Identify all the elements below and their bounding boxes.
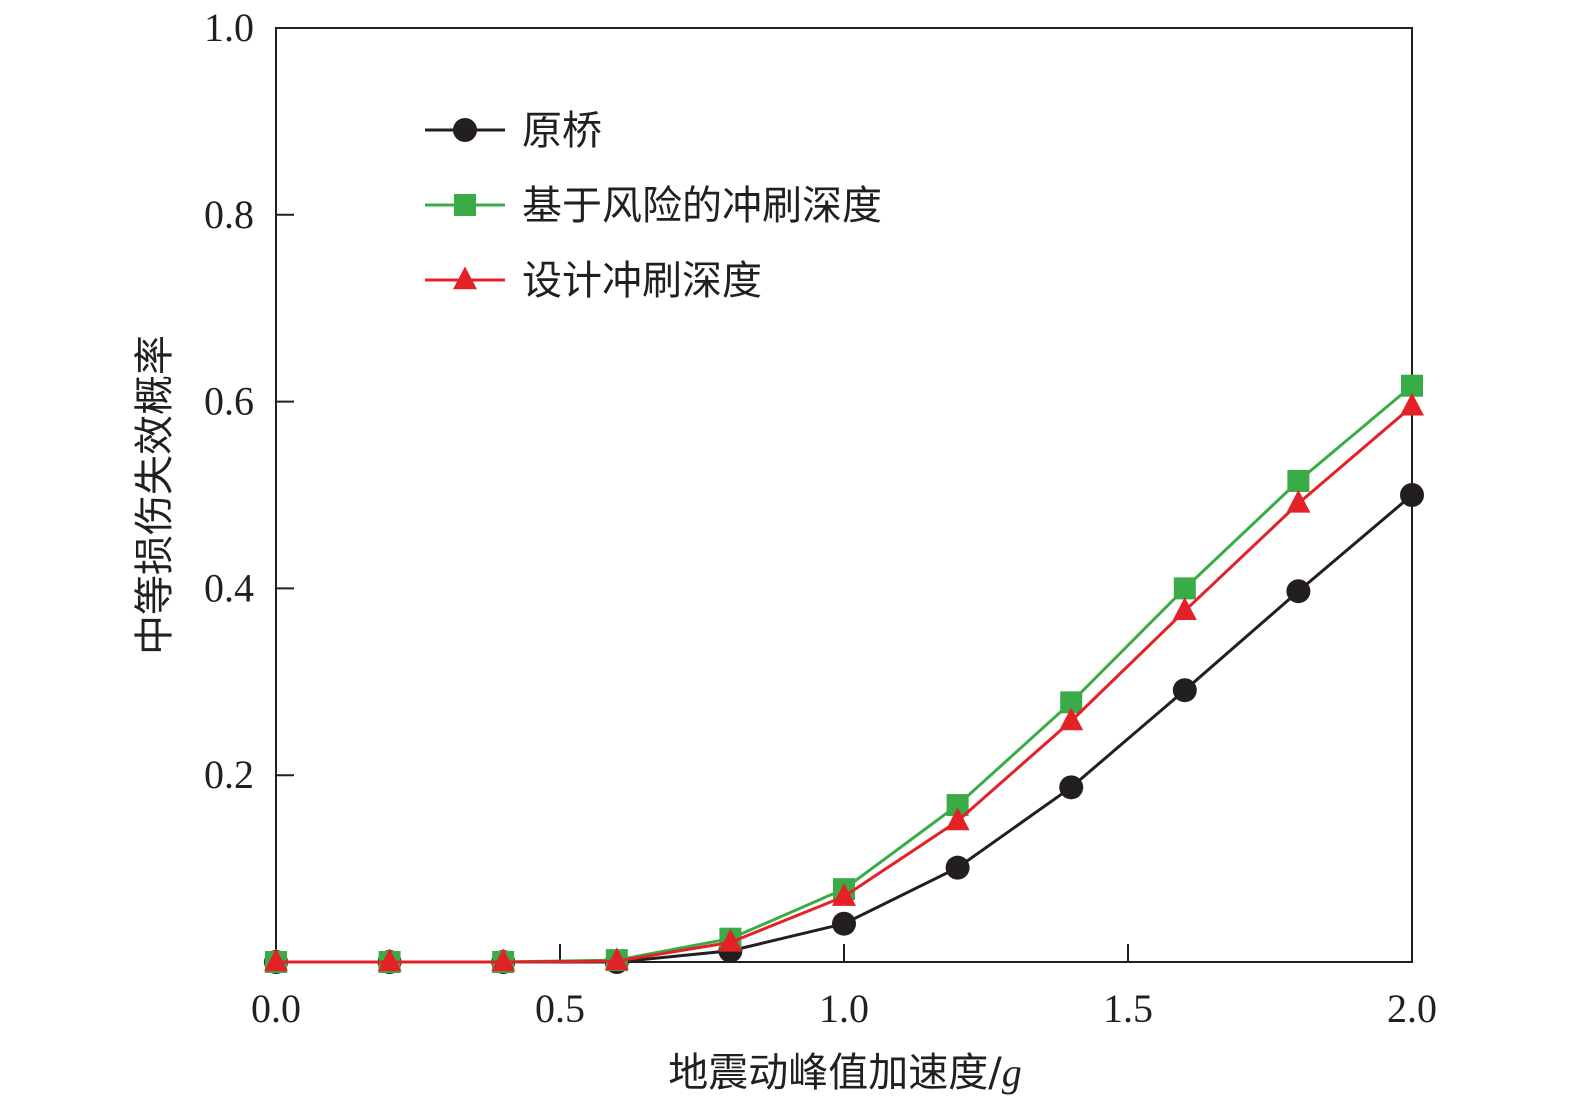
y-tick-label: 0.6: [204, 379, 254, 424]
data-point: [718, 928, 743, 952]
data-point: [1401, 374, 1423, 397]
data-point: [1059, 775, 1084, 800]
legend-item: 原桥: [425, 108, 602, 154]
data-point: [945, 807, 970, 831]
y-tick-label: 0.4: [204, 565, 254, 610]
data-point: [1173, 577, 1196, 600]
data-point: [1400, 392, 1424, 416]
data-point: [1400, 483, 1424, 507]
x-tick-label: 1.0: [819, 986, 869, 1031]
data-point: [1287, 469, 1310, 492]
y-tick-label: 0.2: [204, 752, 254, 797]
data-point: [946, 794, 969, 817]
legend-label: 基于风险的冲刷深度: [522, 183, 882, 229]
x-tick-label: 0.0: [251, 986, 301, 1031]
legend-marker: [453, 118, 477, 142]
data-point: [1172, 597, 1197, 621]
legend-label: 设计冲刷深度: [522, 258, 762, 304]
series-layer: [264, 374, 1424, 974]
plot-area: [275, 27, 1413, 963]
y-axis-title: 中等损伤失效概率: [132, 335, 178, 655]
data-point: [1286, 579, 1311, 604]
data-point: [832, 911, 856, 936]
x-tick-label: 1.5: [1103, 986, 1153, 1031]
data-point: [1060, 691, 1083, 714]
data-point: [264, 948, 288, 972]
data-point: [832, 882, 856, 906]
data-point: [491, 948, 516, 972]
tick-labels: 0.0 0.5 1.0 1.5 2.0 0.2 0.4 0.6 0.8 1.0: [204, 5, 1437, 1031]
data-point: [377, 948, 402, 972]
legend-item: 基于风险的冲刷深度: [425, 183, 882, 229]
series-3: [264, 392, 1424, 972]
data-point: [604, 947, 629, 971]
data-point: [1059, 707, 1084, 731]
y-tick-label: 0.8: [204, 192, 254, 237]
plot-frame: [275, 27, 1413, 963]
y-tick-label: 1.0: [204, 5, 254, 50]
legend-label: 原桥: [522, 108, 602, 154]
x-tick-label: 0.5: [535, 986, 585, 1031]
data-point: [1286, 489, 1311, 513]
ticks: [276, 27, 1129, 962]
data-point: [1172, 678, 1197, 703]
data-point: [945, 855, 970, 880]
x-tick-label: 2.0: [1387, 986, 1437, 1031]
legend-marker: [453, 266, 477, 290]
x-axis-title: 地震动峰值加速度/g: [668, 1050, 1021, 1096]
x-axis-unit: g: [1002, 1050, 1022, 1095]
series-line: [276, 384, 1413, 964]
legend-marker: [454, 194, 476, 216]
legend-item: 设计冲刷深度: [425, 258, 762, 304]
